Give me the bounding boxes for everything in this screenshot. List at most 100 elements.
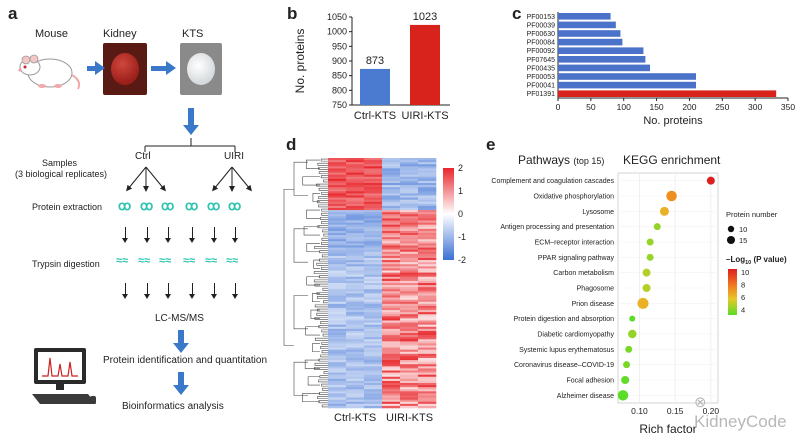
heatmap-cell	[328, 276, 347, 280]
heatmap-cell	[364, 260, 383, 263]
heatmap-cell	[364, 208, 383, 211]
kidney-label: Kidney	[103, 28, 137, 40]
heatmap-cell	[418, 351, 437, 355]
heatmap-cell	[400, 283, 419, 286]
heatmap-cell	[346, 189, 365, 192]
heatmap-cell	[382, 297, 401, 300]
heatmap-cell	[328, 158, 347, 161]
heatmap-cell	[346, 351, 365, 355]
heatmap-cell	[346, 235, 365, 238]
heatmap-cell	[382, 170, 401, 173]
heatmap-cell	[346, 289, 365, 292]
heatmap-cell	[346, 339, 365, 342]
heatmap-cell	[418, 383, 437, 386]
heatmap-cell	[382, 285, 401, 288]
arrow-down-icon	[211, 283, 217, 299]
heatmap-cell	[328, 193, 347, 196]
pathway-label: Phagosome	[577, 286, 614, 293]
heatmap-cell	[346, 180, 365, 184]
heatmap-cell	[364, 172, 383, 175]
heatmap-cell	[400, 274, 419, 278]
pathway-label: ECM–receptor interaction	[535, 240, 614, 247]
arrow-down-icon	[122, 283, 128, 299]
heatmap-cell	[382, 295, 401, 298]
size-legend-title: Protein number	[726, 210, 778, 219]
heatmap-cell	[418, 249, 437, 253]
heatmap-cell	[328, 197, 347, 200]
heatmap-cell	[400, 349, 419, 353]
bubble-point	[625, 345, 633, 353]
heatmap-cell	[418, 164, 437, 167]
heatmap-cell	[400, 289, 419, 292]
arrow-down-icon	[189, 227, 195, 243]
heatmap-cell	[346, 295, 365, 298]
heatmap-cell	[382, 183, 401, 186]
arrow-down-icon	[144, 283, 150, 299]
heatmap-cell	[382, 303, 401, 307]
heatmap-cell	[328, 330, 347, 334]
heatmap-cell	[382, 310, 401, 313]
bubble-point	[653, 223, 661, 231]
heatmap-cell	[328, 222, 347, 225]
heatmap-cell	[382, 399, 401, 403]
heatmap-cell	[328, 291, 347, 294]
protein-heatmap: 2 1 0 -1 -2	[283, 158, 466, 409]
heatmap-cell	[364, 247, 383, 250]
heatmap-cell	[328, 293, 347, 296]
heatmap-cell	[400, 368, 419, 371]
heatmap-cell	[382, 266, 401, 269]
heatmap-cell	[346, 364, 365, 367]
heatmap-cell	[382, 349, 401, 353]
heatmap-cell	[382, 358, 401, 361]
heatmap-cell	[400, 160, 419, 163]
heatmap-cell	[346, 214, 365, 217]
heatmap-cell	[400, 258, 419, 261]
heatmap-cell	[382, 162, 401, 165]
y-tick-label: PF00041	[527, 83, 556, 90]
heatmap-cell	[346, 347, 365, 350]
heatmap-cell	[328, 164, 347, 167]
pathway-label: Focal adhesion	[567, 378, 615, 385]
heatmap-cell	[364, 345, 383, 348]
heatmap-cell	[346, 249, 365, 253]
heatmap-cell	[328, 364, 347, 367]
bar-pf00630	[558, 30, 621, 37]
heatmap-cell	[382, 249, 401, 253]
heatmap-cell	[400, 245, 419, 248]
x-tick-label: 50	[586, 102, 596, 112]
heatmap-cell	[382, 255, 401, 259]
heatmap-cell	[346, 393, 365, 396]
panel-letter-b: b	[287, 4, 298, 23]
legend-tick-label: -1	[458, 232, 466, 242]
heatmap-cell	[364, 405, 383, 409]
peptide-icon: ≈≈	[116, 255, 129, 267]
heatmap-cell	[400, 276, 419, 280]
heatmap-cell	[382, 389, 401, 392]
heatmap-cell	[346, 226, 365, 230]
heatmap-cell	[382, 208, 401, 211]
heatmap-cell	[346, 233, 365, 236]
heatmap-cell	[328, 174, 347, 178]
heatmap-cell	[364, 295, 383, 298]
heatmap-cell	[418, 268, 437, 271]
heatmap-cell	[346, 268, 365, 271]
heatmap-cell	[382, 191, 401, 194]
heatmap-cell	[418, 264, 437, 267]
heatmap-cell	[418, 191, 437, 194]
heatmap-color-legend	[443, 168, 454, 260]
y-tick-label: PF00053	[527, 74, 556, 81]
bar-pf00041	[558, 81, 696, 89]
heatmap-cell	[382, 258, 401, 261]
heatmap-cell	[364, 305, 383, 309]
heatmap-cell	[328, 224, 347, 228]
heatmap-cell	[364, 180, 383, 184]
heatmap-cell	[418, 272, 437, 275]
heatmap-cell	[364, 199, 383, 203]
heatmap-cell	[418, 368, 437, 371]
heatmap-cell	[328, 245, 347, 248]
heatmap-cell	[364, 285, 383, 288]
heatmap-xlabel-uiri: UIRI-KTS	[386, 412, 434, 424]
heatmap-cell	[346, 193, 365, 196]
heatmap-cell	[382, 337, 401, 340]
heatmap-cell	[382, 260, 401, 263]
